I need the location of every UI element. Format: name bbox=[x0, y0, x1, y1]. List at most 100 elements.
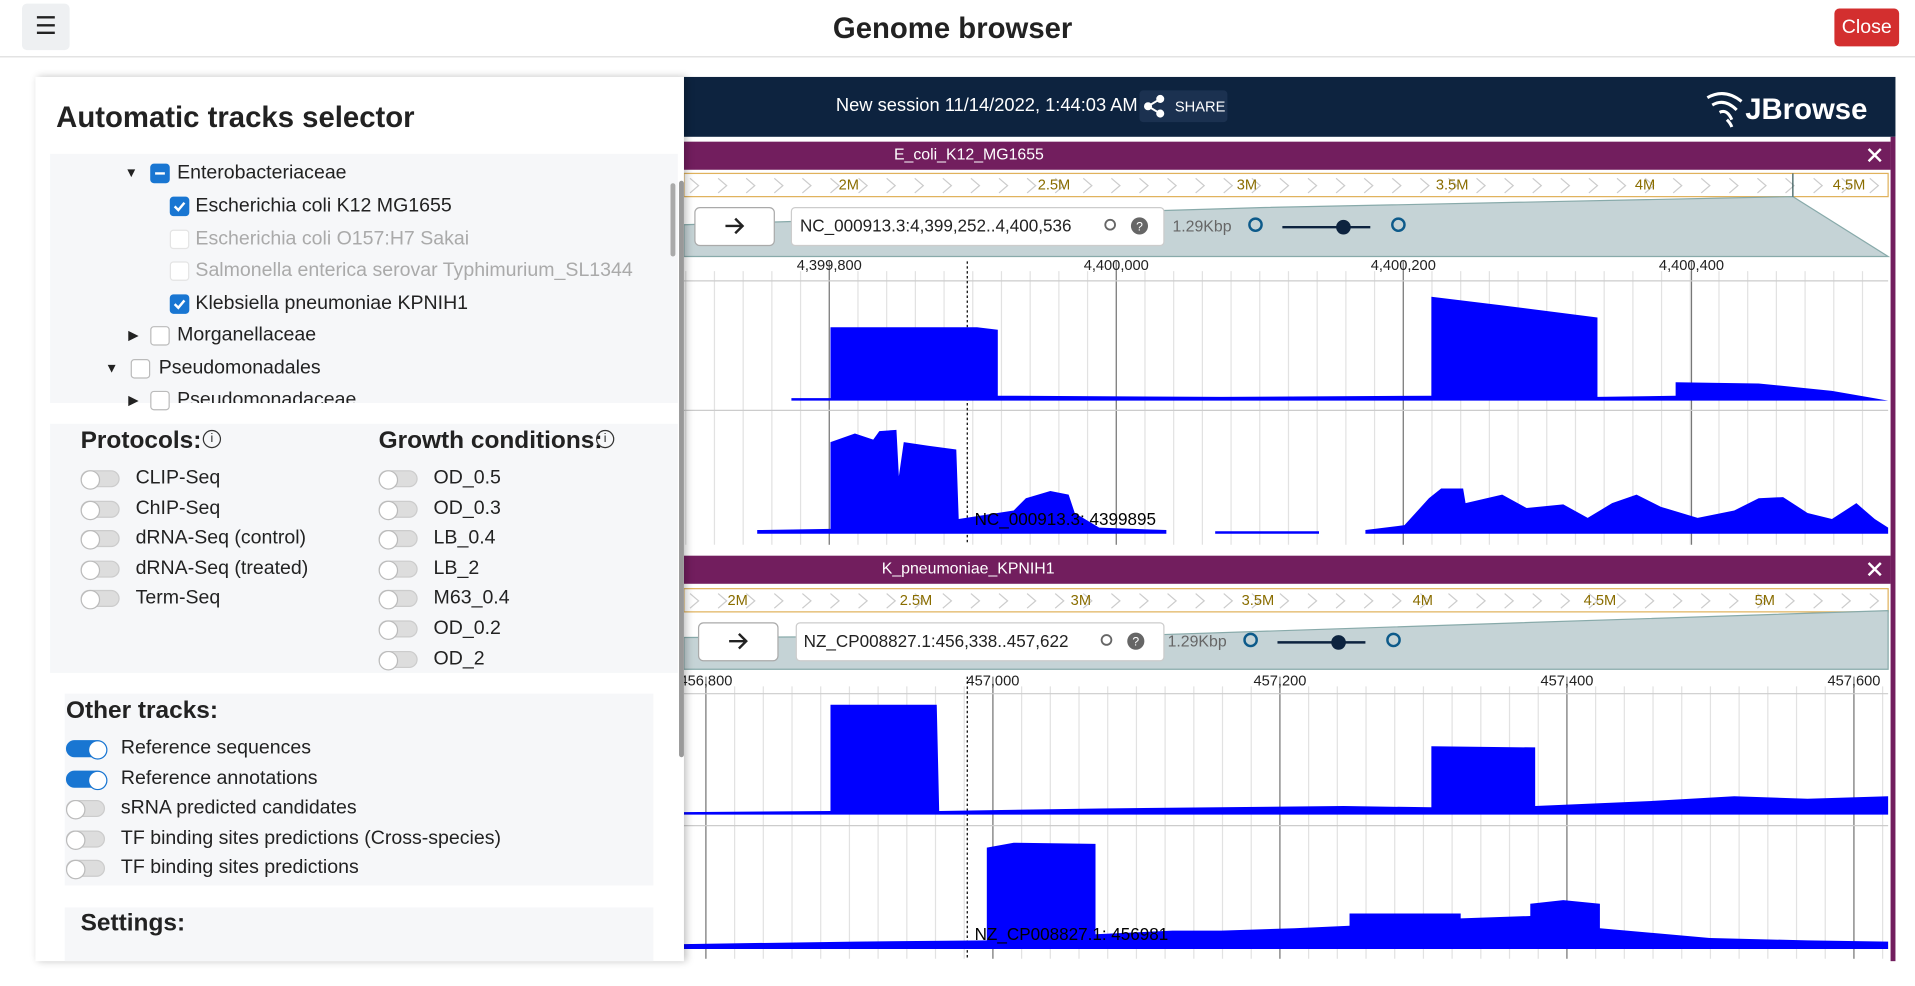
checkbox[interactable] bbox=[169, 294, 190, 314]
toggle[interactable] bbox=[80, 530, 120, 550]
toggle[interactable] bbox=[65, 740, 108, 760]
ruler-label: 4,400,000 bbox=[1084, 258, 1149, 274]
toggle[interactable] bbox=[80, 590, 120, 610]
menu-button[interactable]: ☰ bbox=[21, 3, 70, 51]
toggle-label[interactable]: dRNA-Seq (control) bbox=[135, 527, 307, 549]
overview-label: 3M bbox=[1071, 593, 1091, 609]
tree-label[interactable]: Salmonella enterica serovar Typhimurium_… bbox=[195, 260, 633, 281]
tree-caret[interactable]: ▶ bbox=[128, 328, 139, 344]
toggle[interactable] bbox=[378, 500, 418, 520]
toggle[interactable] bbox=[378, 470, 418, 490]
help-icon[interactable] bbox=[1130, 217, 1149, 235]
right-border bbox=[1890, 136, 1896, 962]
toggle-label[interactable]: Reference annotations bbox=[120, 767, 318, 789]
overview-chevron bbox=[1139, 177, 1149, 194]
toggle-label[interactable]: CLIP-Seq bbox=[135, 467, 221, 489]
tree-label[interactable]: Morganellaceae bbox=[177, 324, 317, 346]
overview-chevron bbox=[942, 177, 953, 194]
settings-box bbox=[64, 907, 654, 962]
overview-chevron bbox=[1167, 177, 1178, 194]
toggle-label[interactable]: ChIP-Seq bbox=[135, 497, 221, 519]
overview-label: 5M bbox=[1755, 593, 1775, 609]
info-icon[interactable]: i bbox=[595, 429, 615, 449]
checkbox[interactable] bbox=[150, 163, 170, 184]
checkbox[interactable] bbox=[130, 359, 151, 379]
tree-label[interactable]: Pseudomonadaceae bbox=[177, 389, 357, 411]
toggle[interactable] bbox=[378, 620, 418, 640]
toggle-label[interactable]: LB_2 bbox=[433, 557, 480, 579]
share-label[interactable]: SHARE bbox=[1175, 99, 1226, 115]
overview-chevron bbox=[830, 177, 840, 194]
tree-label[interactable]: Klebsiella pneumoniae KPNIH1 bbox=[195, 293, 469, 314]
tree-label[interactable]: Escherichia coli O157:H7 Sakai bbox=[195, 228, 470, 250]
overview-chevron bbox=[1700, 593, 1711, 609]
toggle[interactable] bbox=[80, 470, 120, 490]
toggle-label[interactable]: TF binding sites predictions bbox=[120, 857, 359, 879]
checkbox[interactable] bbox=[169, 196, 190, 217]
help-icon[interactable] bbox=[1127, 632, 1145, 650]
toggle[interactable] bbox=[378, 530, 418, 550]
view-close[interactable] bbox=[1867, 562, 1882, 577]
header-divider bbox=[0, 56, 1915, 58]
ruler-label: 4,400,400 bbox=[1659, 258, 1724, 274]
toggle[interactable] bbox=[80, 560, 120, 580]
toggle[interactable] bbox=[65, 770, 108, 790]
toggle-label[interactable]: Reference sequences bbox=[120, 737, 312, 759]
toggle-label[interactable]: Term-Seq bbox=[135, 587, 221, 609]
toggle[interactable] bbox=[378, 590, 418, 610]
overview-chevron bbox=[1335, 593, 1346, 609]
overview-chevron bbox=[1251, 593, 1262, 609]
overview-bg bbox=[683, 172, 1889, 198]
toggle-label[interactable]: LB_0.4 bbox=[433, 527, 496, 549]
tree-caret[interactable]: ▼ bbox=[105, 361, 119, 377]
zoom-in[interactable] bbox=[1391, 217, 1406, 233]
coverage bbox=[683, 704, 1889, 815]
info-icon[interactable]: i bbox=[202, 429, 222, 449]
overview-chevron bbox=[1785, 177, 1796, 194]
close-button[interactable]: Close bbox=[1834, 8, 1900, 47]
toggle-label[interactable]: OD_2 bbox=[433, 648, 485, 669]
toggle[interactable] bbox=[378, 560, 418, 580]
view-header bbox=[683, 141, 1891, 170]
zoom-out[interactable] bbox=[1248, 217, 1263, 233]
checkbox[interactable] bbox=[150, 390, 170, 411]
overview-chevron bbox=[773, 177, 784, 194]
assembly-name: E_coli_K12_MG1655 bbox=[894, 146, 1044, 163]
toggle[interactable] bbox=[65, 830, 106, 850]
overview-chevron bbox=[1616, 593, 1627, 609]
coverage bbox=[791, 296, 1889, 401]
overview-chevron bbox=[1419, 593, 1430, 609]
toggle[interactable] bbox=[378, 650, 418, 670]
tree-label[interactable]: Escherichia coli K12 MG1655 bbox=[195, 195, 452, 217]
toggle-label[interactable]: TF binding sites predictions (Cross-spec… bbox=[120, 827, 502, 849]
view-close[interactable] bbox=[1867, 148, 1882, 163]
checkbox[interactable] bbox=[150, 326, 170, 346]
overview-chevron bbox=[1785, 593, 1796, 609]
toggle-label[interactable]: OD_0.3 bbox=[433, 497, 501, 519]
zoom-in[interactable] bbox=[1386, 632, 1401, 648]
slider-knob[interactable] bbox=[1336, 219, 1351, 235]
tree-label[interactable]: Pseudomonadales bbox=[158, 357, 321, 379]
toggle-label[interactable]: dRNA-Seq (treated) bbox=[135, 557, 309, 579]
toggle-label[interactable]: sRNA predicted candidates bbox=[120, 797, 357, 819]
overview-label: 4.5M bbox=[1584, 593, 1617, 609]
location-input[interactable] bbox=[790, 207, 1165, 247]
toggle-label[interactable]: OD_0.2 bbox=[433, 617, 501, 639]
overview-chevron bbox=[1700, 177, 1711, 194]
slider-knob[interactable] bbox=[1331, 635, 1346, 650]
toggle-label[interactable]: OD_0.5 bbox=[433, 467, 501, 489]
tree-label[interactable]: Enterobacteriaceae bbox=[177, 162, 347, 184]
overview-chevron bbox=[914, 593, 925, 609]
overview-label: 2.5M bbox=[1038, 178, 1071, 194]
toggle[interactable] bbox=[80, 500, 120, 520]
overview-chevron bbox=[1363, 177, 1374, 194]
tree-caret[interactable]: ▶ bbox=[128, 393, 139, 408]
zoom-out[interactable] bbox=[1243, 632, 1258, 648]
location-input[interactable] bbox=[795, 622, 1165, 662]
toggle-label[interactable]: M63_0.4 bbox=[433, 587, 510, 609]
tree-caret[interactable]: ▼ bbox=[124, 166, 138, 181]
toggle[interactable] bbox=[65, 860, 106, 880]
overview-chevron bbox=[942, 593, 953, 609]
toggle[interactable] bbox=[65, 800, 106, 820]
